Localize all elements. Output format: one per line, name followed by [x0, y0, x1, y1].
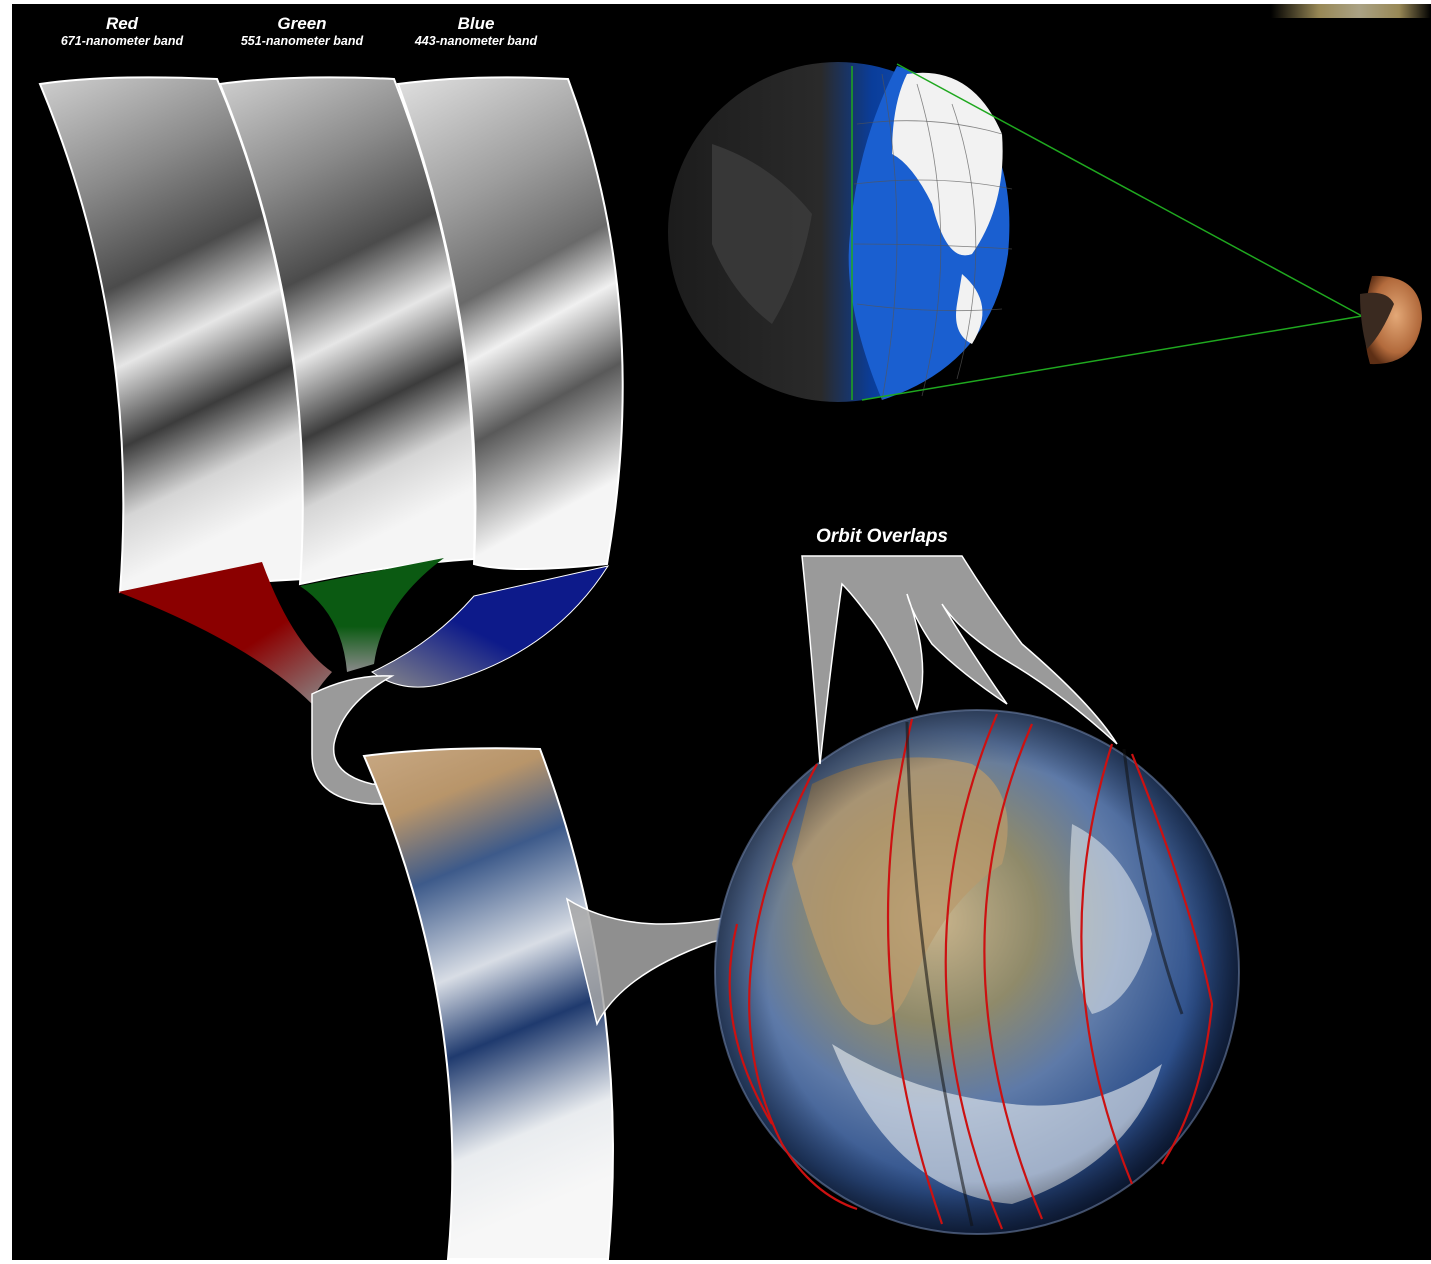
diagram-canvas: Orbit Overlaps Red 671-nanometer band Gr…	[12, 4, 1431, 1260]
blue-band-title: Blue	[457, 14, 495, 33]
merge-arrow	[311, 675, 434, 818]
color-composite-strip	[362, 747, 614, 1260]
red-band-title: Red	[105, 14, 139, 33]
diagram-illustration: Orbit Overlaps	[38, 62, 1422, 1260]
blue-band-label: Blue 443-nanometer band	[366, 14, 586, 48]
red-funnel	[118, 562, 332, 704]
green-band-label: Green 551-nanometer band	[192, 14, 412, 48]
composite-globe	[714, 709, 1240, 1235]
orbit-overlaps-pointer	[801, 555, 1118, 765]
sight-line-lower	[861, 315, 1363, 401]
red-band-label: Red 671-nanometer band	[12, 14, 232, 48]
earth-illumination-globe	[668, 62, 1013, 402]
sight-line-upper	[896, 63, 1363, 317]
red-band-wavelength: 671-nanometer band	[60, 34, 184, 48]
green-funnel	[300, 558, 444, 672]
orbit-overlaps-label: Orbit Overlaps	[816, 526, 948, 547]
blue-funnel	[371, 565, 610, 688]
blue-band-wavelength: 443-nanometer band	[414, 34, 538, 48]
green-band-title: Green	[277, 14, 327, 33]
green-band-wavelength: 551-nanometer band	[240, 34, 364, 48]
blue-band-strip	[396, 76, 624, 570]
spacecraft-view-icon	[1360, 275, 1422, 365]
corner-mark	[1271, 4, 1431, 18]
